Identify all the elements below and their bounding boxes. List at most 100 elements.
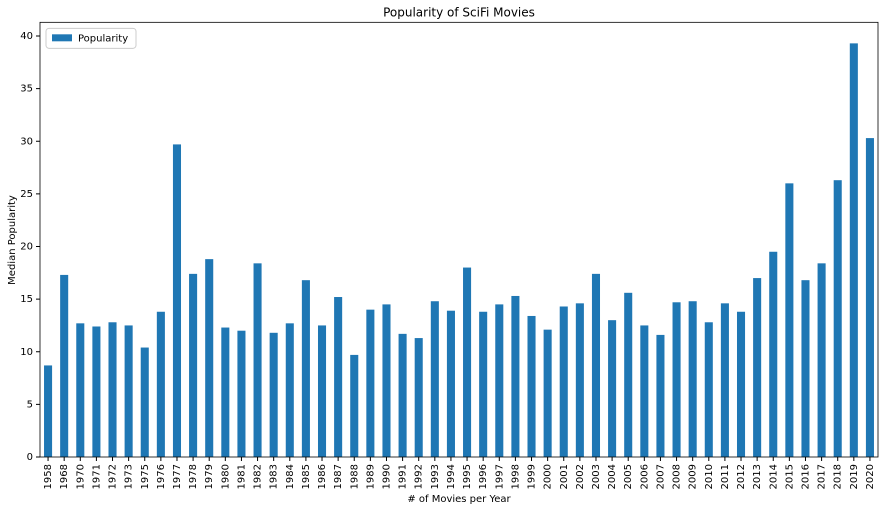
bar — [350, 354, 359, 457]
x-tick-label: 2013 — [752, 464, 763, 489]
x-tick-label: 2008 — [672, 464, 683, 489]
bar — [865, 138, 874, 457]
bar — [801, 280, 810, 457]
x-tick-label: 2014 — [768, 464, 779, 489]
x-tick-label: 1996 — [478, 464, 489, 489]
y-axis-label: Median Popularity — [7, 195, 18, 285]
x-tick-label: 1979 — [204, 464, 215, 489]
x-tick-label: 2002 — [575, 464, 586, 489]
legend-box — [45, 27, 137, 49]
legend-swatch — [52, 34, 72, 42]
x-tick-label: 1990 — [381, 464, 392, 489]
x-tick-label: 2009 — [688, 464, 699, 489]
x-tick-label: 1985 — [301, 464, 312, 489]
bar — [382, 304, 391, 457]
y-tick-label: 25 — [20, 189, 33, 200]
y-tick-label: 40 — [20, 31, 33, 42]
bar — [511, 295, 520, 457]
bar — [301, 280, 310, 457]
bar — [624, 292, 633, 457]
x-tick-label: 2011 — [720, 464, 731, 489]
x-tick-label: 1995 — [462, 464, 473, 489]
bar — [317, 325, 327, 457]
bar — [366, 309, 375, 457]
x-tick-label: 1977 — [172, 464, 183, 489]
x-tick-label: 1976 — [156, 464, 167, 489]
plot-frame — [39, 21, 879, 458]
y-tick-label: 30 — [20, 136, 33, 147]
bar — [495, 304, 504, 457]
bar — [92, 326, 101, 457]
bar — [463, 267, 472, 457]
bar — [76, 323, 85, 457]
bar — [591, 273, 601, 457]
x-tick-label: 2015 — [784, 464, 795, 489]
bar — [108, 322, 117, 457]
x-tick-label: 1984 — [285, 464, 296, 489]
bar — [479, 311, 488, 457]
x-tick-label: 2020 — [865, 464, 876, 489]
bar — [608, 320, 617, 457]
x-tick-label: 1978 — [188, 464, 199, 489]
x-tick-label: 1981 — [236, 464, 247, 489]
bar — [769, 251, 778, 457]
bar — [833, 180, 842, 457]
x-tick-label: 1991 — [398, 464, 409, 489]
bar — [269, 332, 278, 457]
bar — [221, 327, 230, 457]
bar — [237, 330, 246, 457]
bar — [575, 303, 584, 457]
bar — [736, 311, 746, 457]
bar — [44, 365, 53, 457]
bar — [430, 301, 439, 457]
bar — [334, 297, 343, 457]
y-tick-label: 15 — [20, 294, 33, 305]
bar — [640, 325, 649, 457]
y-tick-label: 0 — [27, 452, 33, 463]
x-tick-label: 1975 — [140, 464, 151, 489]
x-tick-label: 1973 — [124, 464, 135, 489]
bar — [720, 303, 729, 457]
x-tick-label: 1971 — [91, 464, 102, 489]
bar — [688, 301, 697, 457]
bar — [446, 310, 455, 457]
bar — [189, 273, 198, 457]
bar — [559, 306, 568, 457]
legend-label: Popularity — [78, 33, 128, 44]
x-tick-label: 1982 — [253, 464, 264, 489]
bar — [527, 315, 536, 457]
y-tick-label: 35 — [20, 84, 33, 95]
bar — [124, 325, 133, 457]
x-tick-label: 1983 — [269, 464, 280, 489]
bar — [656, 334, 665, 457]
x-tick-label: 2004 — [607, 464, 618, 489]
x-tick-label: 1988 — [349, 464, 360, 489]
x-tick-label: 1987 — [333, 464, 344, 489]
x-tick-label: 2016 — [800, 464, 811, 489]
x-tick-label: 2001 — [559, 464, 570, 489]
bar — [849, 43, 858, 458]
x-tick-label: 2018 — [833, 464, 844, 489]
x-tick-label: 1994 — [446, 464, 457, 489]
x-tick-label: 2019 — [849, 464, 860, 489]
bar — [817, 263, 826, 457]
bar — [672, 302, 681, 457]
x-tick-label: 1958 — [43, 464, 54, 489]
x-tick-label: 1968 — [59, 464, 70, 489]
x-tick-label: 2007 — [655, 464, 666, 489]
x-tick-label: 2006 — [639, 464, 650, 489]
x-tick-label: 1992 — [414, 464, 425, 489]
x-tick-label: 1999 — [527, 464, 538, 489]
bar — [140, 347, 149, 457]
x-axis-label: # of Movies per Year — [407, 494, 511, 505]
x-tick-label: 1997 — [494, 464, 505, 489]
x-tick-label: 1993 — [430, 464, 441, 489]
bar — [60, 274, 69, 457]
x-tick-label: 1989 — [365, 464, 376, 489]
bar — [172, 144, 182, 457]
x-tick-label: 1970 — [75, 464, 86, 489]
y-tick-label: 10 — [20, 347, 33, 358]
x-tick-label: 2017 — [817, 464, 828, 489]
bar — [205, 259, 214, 457]
x-tick-label: 2005 — [623, 464, 634, 489]
